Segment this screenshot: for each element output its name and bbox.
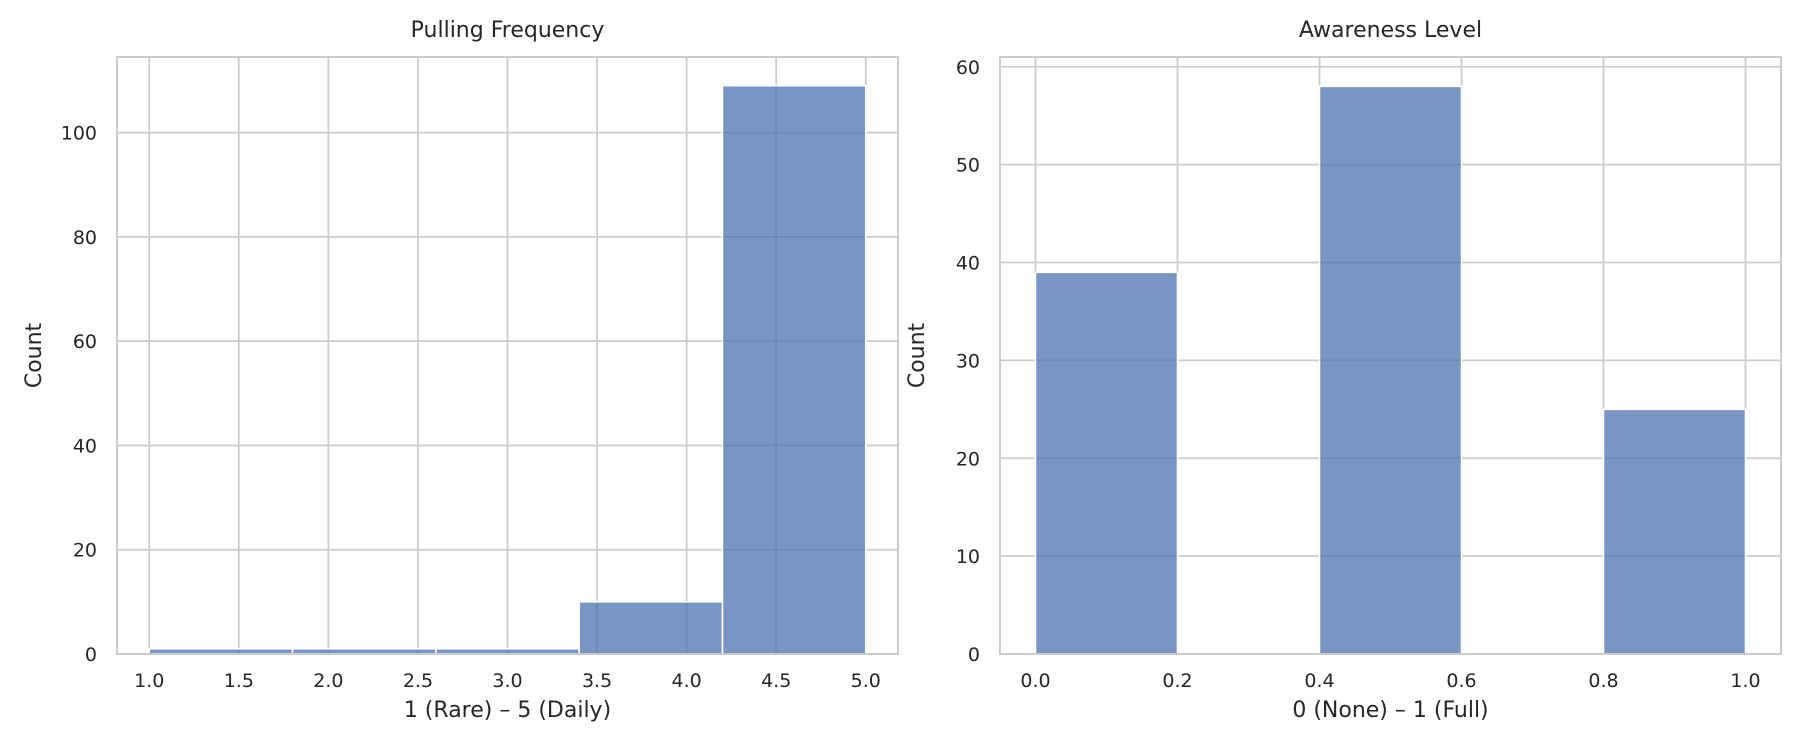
x-tick-label: 1.5 — [224, 670, 254, 692]
x-tick-labels: 0.0 0.2 0.4 0.6 0.8 1.0 — [1020, 670, 1760, 692]
x-tick-label: 1.0 — [134, 670, 164, 692]
x-tick-label: 0.2 — [1162, 670, 1192, 692]
x-tick-label: 3.5 — [582, 670, 612, 692]
y-axis-label: Count — [22, 322, 47, 388]
x-axis-label: 0 (None) – 1 (Full) — [1292, 698, 1488, 723]
plot-frame — [116, 56, 899, 655]
y-tick-label: 10 — [956, 546, 980, 568]
x-tick-label: 1.0 — [1730, 670, 1760, 692]
y-tick-labels: 0 10 20 30 40 50 60 — [956, 57, 980, 666]
y-tick-label: 0 — [968, 644, 980, 666]
y-tick-label: 30 — [956, 350, 980, 372]
histogram-bar — [1318, 85, 1463, 655]
y-tick-labels: 0 20 40 60 80 100 — [61, 123, 97, 666]
y-tick-label: 50 — [956, 155, 980, 177]
x-tick-label: 2.0 — [313, 670, 343, 692]
chart-title: Awareness Level — [1299, 18, 1482, 43]
histogram-bars — [148, 84, 867, 655]
y-tick-label: 0 — [85, 644, 97, 666]
histogram-bar — [1034, 271, 1179, 655]
x-tick-label: 0.8 — [1588, 670, 1618, 692]
x-tick-label: 2.5 — [403, 670, 433, 692]
histogram-bar — [1602, 408, 1747, 655]
x-tick-label: 0.4 — [1304, 670, 1334, 692]
plot-frame — [999, 56, 1782, 655]
chart-title: Pulling Frequency — [411, 18, 605, 43]
x-tick-label: 3.0 — [492, 670, 522, 692]
chart-pulling-frequency: 1.0 1.5 2.0 2.5 3.0 3.5 4.0 4.5 5.0 0 20 40 60 80 100… — [22, 18, 899, 723]
x-tick-label: 0.0 — [1020, 670, 1050, 692]
x-tick-label: 0.6 — [1446, 670, 1476, 692]
y-tick-label: 60 — [73, 331, 97, 353]
y-axis-label: Count — [905, 322, 930, 388]
y-tick-label: 20 — [956, 448, 980, 470]
histogram-bar — [721, 84, 867, 655]
y-tick-label: 40 — [956, 253, 980, 275]
histogram-bar — [578, 601, 724, 655]
x-tick-label: 5.0 — [851, 670, 881, 692]
y-tick-label: 20 — [73, 540, 97, 562]
y-tick-label: 40 — [73, 435, 97, 457]
y-tick-label: 60 — [956, 57, 980, 79]
x-tick-label: 4.5 — [761, 670, 791, 692]
x-axis-label: 1 (Rare) – 5 (Daily) — [404, 698, 611, 723]
chart-awareness-level: 0.0 0.2 0.4 0.6 0.8 1.0 0 10 20 30 40 50 60 Awarene… — [905, 18, 1782, 723]
y-tick-label: 100 — [61, 123, 97, 145]
x-tick-labels: 1.0 1.5 2.0 2.5 3.0 3.5 4.0 4.5 5.0 — [134, 670, 881, 692]
x-tick-label: 4.0 — [672, 670, 702, 692]
histogram-bars — [1034, 85, 1747, 655]
y-tick-label: 80 — [73, 227, 97, 249]
